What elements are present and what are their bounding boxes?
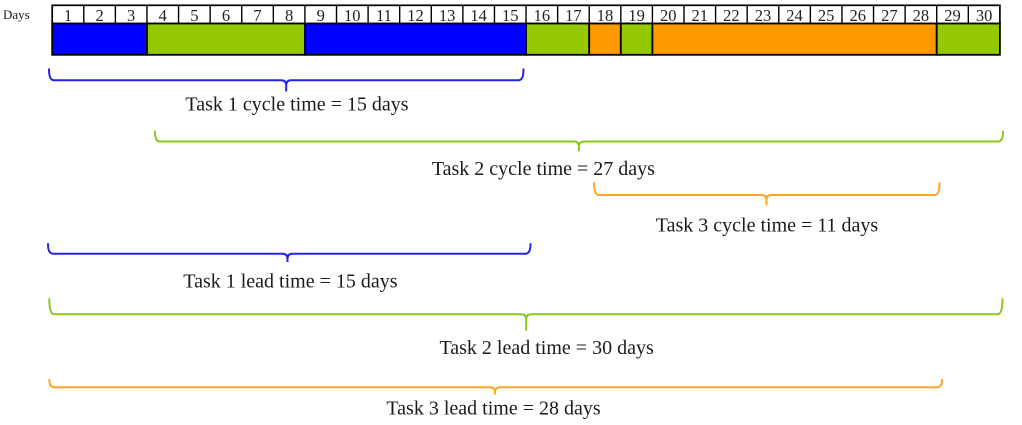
svg-text:21: 21 xyxy=(692,6,709,25)
svg-text:13: 13 xyxy=(439,6,456,25)
svg-text:11: 11 xyxy=(376,6,392,25)
svg-text:26: 26 xyxy=(850,6,867,25)
svg-text:25: 25 xyxy=(818,6,835,25)
svg-text:2: 2 xyxy=(95,6,103,25)
svg-text:Days: Days xyxy=(3,7,30,22)
svg-text:15: 15 xyxy=(502,6,519,25)
svg-text:6: 6 xyxy=(222,6,230,25)
svg-text:23: 23 xyxy=(755,6,772,25)
svg-text:Task 1 lead time = 15 days: Task 1 lead time = 15 days xyxy=(183,271,397,293)
svg-text:29: 29 xyxy=(944,6,961,25)
svg-text:1: 1 xyxy=(64,6,72,25)
svg-text:Task 3 cycle time = 11 days: Task 3 cycle time = 11 days xyxy=(656,215,879,237)
svg-text:20: 20 xyxy=(660,6,677,25)
svg-text:18: 18 xyxy=(597,6,614,25)
svg-text:8: 8 xyxy=(285,6,293,25)
svg-text:3: 3 xyxy=(127,6,135,25)
svg-text:19: 19 xyxy=(628,6,645,25)
svg-text:10: 10 xyxy=(344,6,361,25)
svg-text:7: 7 xyxy=(253,6,261,25)
svg-text:17: 17 xyxy=(565,6,582,25)
svg-text:5: 5 xyxy=(190,6,198,25)
svg-text:12: 12 xyxy=(407,6,424,25)
svg-text:9: 9 xyxy=(317,6,325,25)
svg-text:16: 16 xyxy=(534,6,551,25)
svg-text:30: 30 xyxy=(976,6,993,25)
svg-text:27: 27 xyxy=(881,6,898,25)
svg-text:Task 1 cycle time = 15 days: Task 1 cycle time = 15 days xyxy=(185,93,408,115)
svg-text:14: 14 xyxy=(470,6,487,25)
svg-text:28: 28 xyxy=(913,6,930,25)
svg-text:Task 2 lead time = 30 days: Task 2 lead time = 30 days xyxy=(439,337,653,359)
svg-text:Task 3 lead time = 28 days: Task 3 lead time = 28 days xyxy=(386,397,600,419)
svg-text:24: 24 xyxy=(786,6,803,25)
svg-text:Task 2 cycle time = 27 days: Task 2 cycle time = 27 days xyxy=(432,158,655,180)
svg-text:22: 22 xyxy=(723,6,740,25)
svg-text:4: 4 xyxy=(159,6,167,25)
